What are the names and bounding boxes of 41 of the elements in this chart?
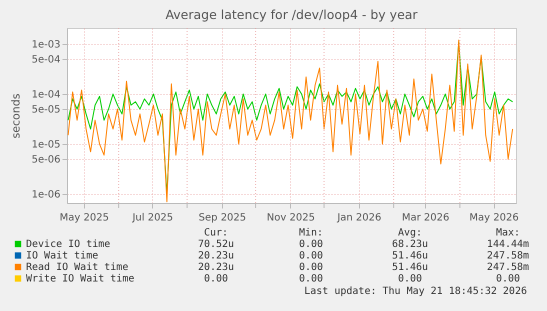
x-tick-label: Nov 2025 <box>266 212 315 224</box>
x-tick-label: Sep 2025 <box>198 212 246 224</box>
text: 51.46u <box>392 262 428 273</box>
text: Avg: <box>398 228 422 238</box>
text: 144.44m <box>486 239 530 250</box>
y-tick-label: 5e-04 <box>32 54 60 66</box>
x-tick-label: May 2025 <box>60 212 109 224</box>
y-tick-label: 5e-06 <box>32 154 60 166</box>
x-tick-label: May 2026 <box>469 212 519 224</box>
chart-title: Average latency for /dev/loop4 - by year <box>165 7 418 22</box>
text: 0.00 <box>298 250 324 262</box>
y-tick-label: 1e-05 <box>32 140 60 151</box>
y-tick-label: 1e-04 <box>32 90 60 101</box>
x-tick-label: Jan 2026 <box>336 212 382 224</box>
text: 0.00 <box>204 274 228 284</box>
y-tick-label: 5e-05 <box>32 104 60 116</box>
text: 51.46u <box>392 250 428 262</box>
text: 247.58m <box>486 250 530 262</box>
x-tick-label: Mar 2026 <box>402 212 450 224</box>
text: 0.00 <box>496 274 520 284</box>
text: Max: <box>496 228 520 238</box>
x-tick-label: Jul 2025 <box>131 212 174 224</box>
text: 20.23u <box>198 250 234 262</box>
text: Last update: Thu May 21 18:45:32 2026 <box>304 286 527 297</box>
legend-label: Write IO Wait time <box>26 274 134 284</box>
text: 0.00 <box>298 274 324 284</box>
text: 20.23u <box>198 262 234 273</box>
text: 0.00 <box>298 239 324 250</box>
text: Cur: <box>204 228 228 238</box>
y-axis-title: seconds <box>10 93 23 138</box>
y-tick-label: 1e-03 <box>32 40 60 51</box>
text: 68.23u <box>392 239 428 250</box>
text: Min: <box>298 228 324 238</box>
legend-label: Read IO Wait time <box>26 262 128 273</box>
text: 0.00 <box>298 262 324 273</box>
text: 70.52u <box>198 239 234 250</box>
text: 247.58m <box>486 262 530 273</box>
text: 0.00 <box>398 274 422 284</box>
legend-label: Device IO time <box>26 239 110 250</box>
y-tick-label: 1e-06 <box>32 189 60 200</box>
legend-label: IO Wait time <box>26 250 98 262</box>
